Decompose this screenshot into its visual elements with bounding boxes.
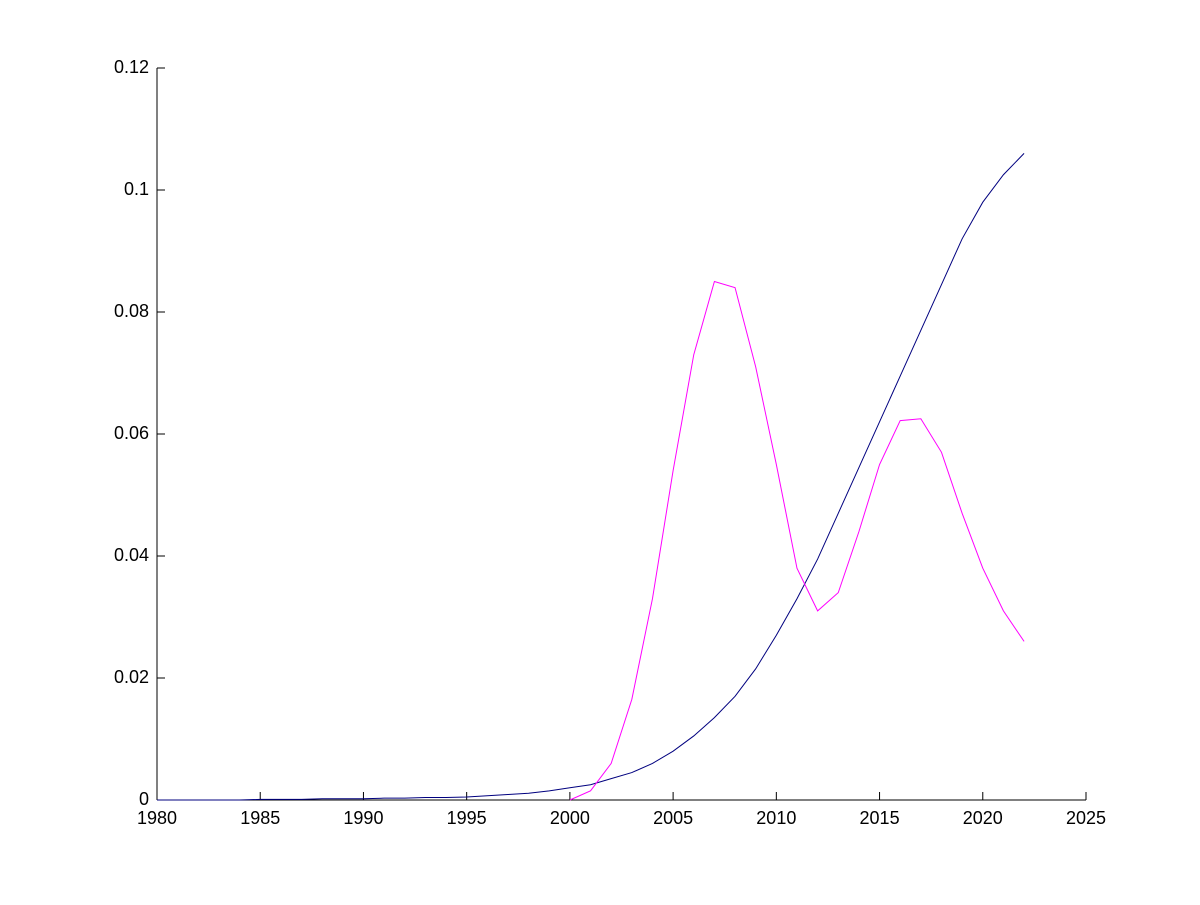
x-tick-label: 2005: [653, 808, 693, 828]
y-tick-label: 0.02: [114, 667, 149, 687]
y-tick-label: 0.06: [114, 423, 149, 443]
x-tick-label: 2010: [756, 808, 796, 828]
x-tick-label: 1985: [240, 808, 280, 828]
y-tick-label: 0.12: [114, 57, 149, 77]
x-tick-label: 1980: [137, 808, 177, 828]
y-tick-label: 0.08: [114, 301, 149, 321]
series-line: [569, 280, 1025, 801]
x-tick-label: 2000: [550, 808, 590, 828]
series-line: [157, 153, 1025, 801]
y-tick-label: 0.04: [114, 545, 149, 565]
x-tick-label: 1995: [447, 808, 487, 828]
x-tick-label: 2020: [963, 808, 1003, 828]
y-tick-label: 0.1: [124, 179, 149, 199]
x-tick-label: 2015: [860, 808, 900, 828]
x-tick-label: 2025: [1066, 808, 1106, 828]
x-tick-label: 1990: [343, 808, 383, 828]
y-tick-label: 0: [139, 789, 149, 809]
